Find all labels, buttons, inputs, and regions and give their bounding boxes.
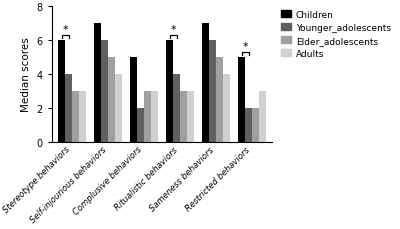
Bar [94, 24, 101, 142]
Text: *: * [62, 25, 68, 35]
Bar [137, 108, 144, 142]
Bar [180, 91, 187, 142]
Bar [223, 74, 230, 142]
Bar [166, 41, 173, 142]
Text: *: * [170, 25, 176, 35]
Bar [130, 57, 137, 142]
Bar [245, 108, 252, 142]
Bar [173, 74, 180, 142]
Bar [58, 41, 65, 142]
Bar [101, 41, 108, 142]
Bar [72, 91, 79, 142]
Bar [259, 91, 266, 142]
Legend: Children, Younger_adolescents, Elder_adolescents, Adults: Children, Younger_adolescents, Elder_ado… [279, 9, 393, 60]
Bar [216, 57, 223, 142]
Bar [209, 41, 216, 142]
Bar [79, 91, 86, 142]
Bar [202, 24, 209, 142]
Bar [252, 108, 259, 142]
Bar [65, 74, 72, 142]
Bar [238, 57, 245, 142]
Y-axis label: Median scores: Median scores [21, 37, 31, 112]
Bar [115, 74, 122, 142]
Text: *: * [242, 42, 248, 52]
Bar [108, 57, 115, 142]
Bar [144, 91, 151, 142]
Bar [187, 91, 194, 142]
Bar [151, 91, 158, 142]
